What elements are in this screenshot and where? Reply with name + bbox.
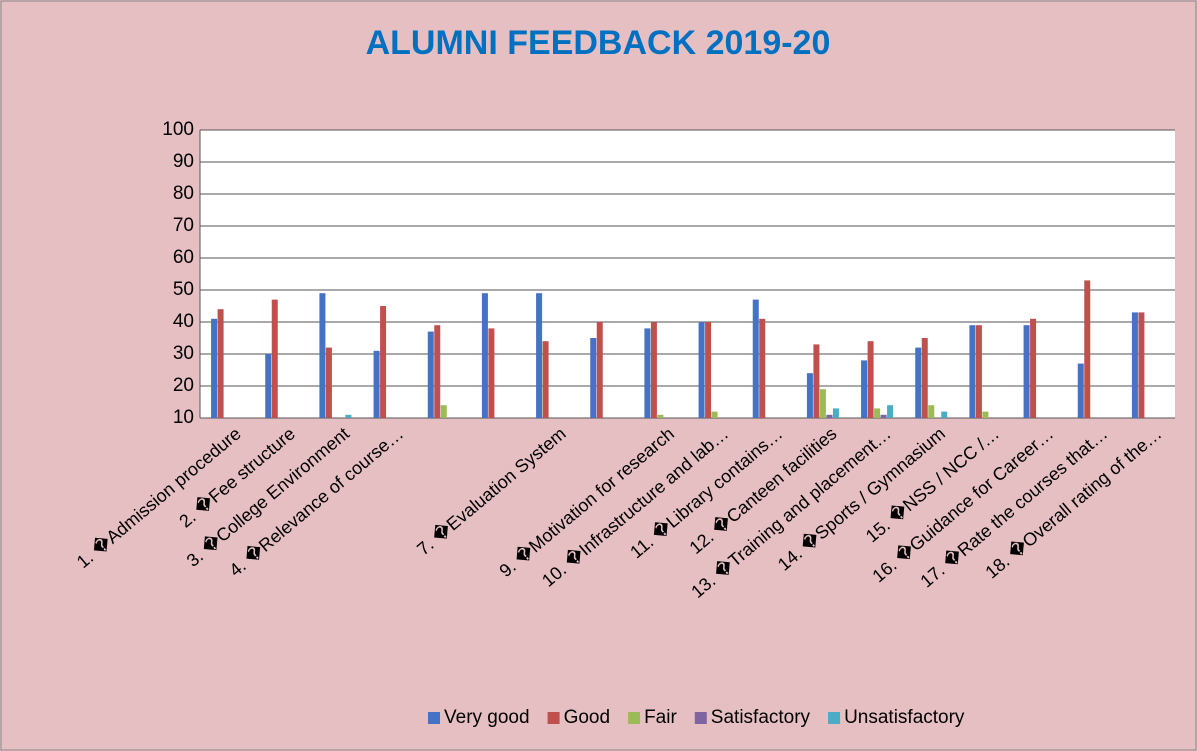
y-tick-label: 90 [173, 151, 194, 172]
bar [345, 414, 352, 418]
bar [373, 350, 380, 418]
bar [861, 360, 868, 418]
legend-swatch [428, 712, 440, 724]
bar [380, 306, 387, 418]
bar [1030, 318, 1037, 418]
bar [921, 338, 928, 418]
bar [705, 322, 712, 418]
legend-label: Fair [644, 707, 677, 728]
bar [488, 328, 495, 418]
y-tick-label: 40 [173, 311, 194, 332]
y-tick-label: 100 [162, 119, 194, 140]
y-tick-label: 80 [173, 183, 194, 204]
y-tick-label: 50 [173, 279, 194, 300]
bar [915, 347, 922, 418]
bar [880, 414, 887, 418]
legend-swatch [694, 712, 707, 724]
bar [650, 322, 657, 418]
legend-label: Good [564, 707, 610, 728]
bar [211, 318, 218, 418]
legend-label: Very good [444, 707, 530, 728]
chart-title: ALUMNI FEEDBACK 2019-20 [366, 24, 831, 62]
bar [440, 405, 447, 418]
legend-label: Satisfactory [711, 707, 811, 728]
legend-label: Unsatisfactory [844, 707, 965, 728]
bar [434, 325, 441, 418]
bar [711, 411, 718, 418]
bar [590, 338, 597, 418]
legend-swatch [628, 712, 641, 724]
bar [325, 347, 332, 418]
y-tick-label: 20 [173, 375, 194, 396]
bar [265, 354, 272, 418]
bar [536, 293, 543, 418]
bar [941, 411, 948, 418]
bar [1023, 325, 1030, 418]
bar [1138, 312, 1145, 418]
bar [867, 341, 874, 418]
bar [217, 309, 224, 418]
bar [806, 373, 813, 418]
bar [319, 293, 326, 418]
bar [542, 341, 549, 418]
bar [928, 405, 935, 418]
bar [1084, 280, 1091, 418]
bar [596, 322, 603, 418]
bar [752, 299, 759, 418]
bar [481, 293, 488, 418]
legend-swatch [828, 712, 841, 724]
y-tick-label: 60 [173, 247, 194, 268]
bar [1131, 312, 1138, 418]
plot-area [200, 130, 1175, 418]
bar [1077, 363, 1084, 418]
bar [832, 408, 839, 418]
y-tick-label: 30 [173, 343, 194, 364]
bar [969, 325, 976, 418]
bar [982, 411, 989, 418]
bar [427, 331, 434, 418]
bar [644, 328, 651, 418]
legend-swatch [547, 712, 560, 724]
bar [759, 318, 766, 418]
bar [698, 322, 705, 418]
bar [657, 414, 664, 418]
y-tick-label: 70 [173, 215, 194, 236]
y-tick-label: 10 [173, 407, 194, 428]
bar [271, 299, 278, 418]
bar [826, 414, 833, 418]
bar [887, 405, 894, 418]
bar [975, 325, 982, 418]
bar [813, 344, 820, 418]
bar [819, 389, 826, 418]
bar [874, 408, 881, 418]
